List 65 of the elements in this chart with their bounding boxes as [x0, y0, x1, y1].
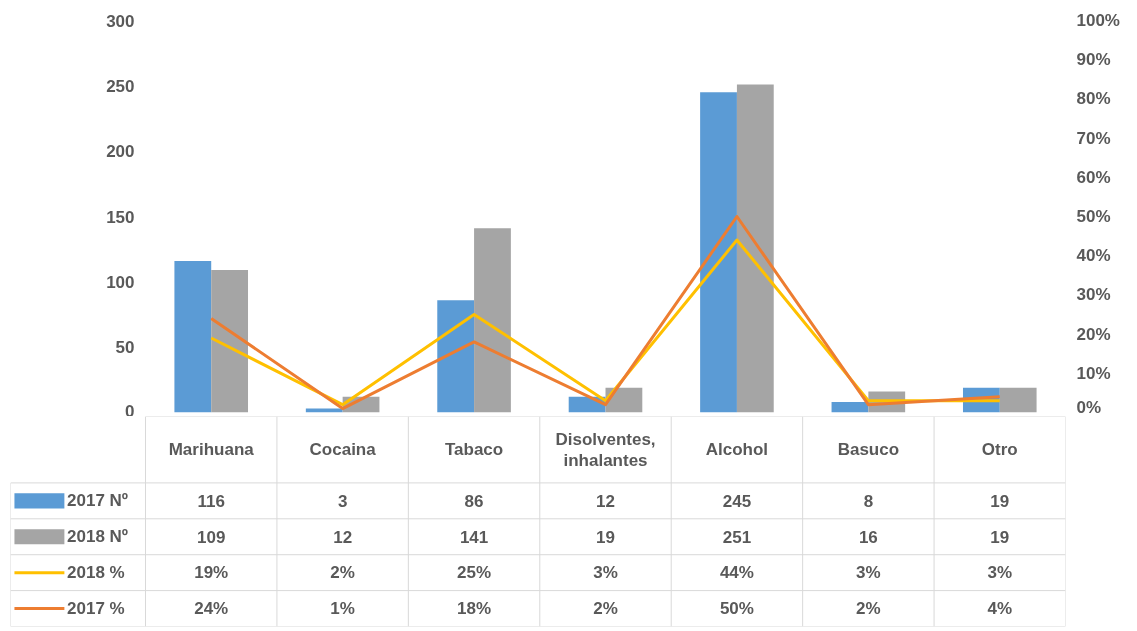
data-label: 12: [596, 491, 615, 511]
data-label: 25%: [457, 563, 492, 583]
y2-tick-label: 20%: [1076, 324, 1111, 344]
data-label: 19%: [194, 563, 229, 583]
legend-label: 2018 Nº: [67, 527, 129, 547]
data-label: 44%: [719, 563, 754, 583]
bar: [700, 92, 737, 413]
y2-tick-label: 100%: [1076, 11, 1120, 30]
y2-tick-label: 10%: [1076, 363, 1111, 383]
x-tick-label: Disolventes, inhalantes: [555, 429, 656, 470]
data-label: 12: [333, 527, 353, 547]
x-tick-label: Tabaco: [444, 440, 504, 460]
legend-label: 2018 %: [67, 563, 125, 583]
data-label: 50%: [719, 599, 754, 619]
data-label: 18%: [457, 599, 492, 619]
bar: [999, 387, 1037, 413]
legend-label: 2017 %: [67, 599, 125, 619]
data-label: 1%: [330, 599, 355, 619]
bar: [736, 84, 774, 413]
y-tick-label: 50: [115, 338, 135, 358]
data-label: 109: [197, 527, 226, 547]
y2-tick-label: 60%: [1076, 167, 1111, 187]
bar: [474, 228, 511, 413]
bar: [831, 402, 869, 413]
data-label: 19: [990, 527, 1010, 547]
x-tick-label: Alcohol: [705, 440, 769, 460]
y2-tick-label: 30%: [1076, 285, 1111, 305]
y2-tick-label: 90%: [1076, 50, 1111, 70]
data-label: 3%: [593, 563, 618, 583]
y2-tick-label: 80%: [1076, 89, 1111, 109]
data-label: 3: [337, 491, 348, 511]
data-label: 245: [722, 491, 752, 511]
data-label: 3%: [987, 563, 1013, 583]
y2-tick-label: 50%: [1076, 207, 1111, 226]
data-label: 3%: [856, 563, 881, 583]
bar: [437, 300, 475, 413]
data-label: 141: [459, 527, 489, 547]
y2-tick-label: 40%: [1076, 246, 1111, 266]
y-tick-label: 200: [106, 142, 135, 162]
y2-tick-label: 0%: [1076, 397, 1102, 417]
data-label: 16: [858, 527, 878, 547]
data-label: 4%: [987, 599, 1013, 619]
data-label: 86: [464, 491, 484, 511]
y-tick-label: 150: [106, 207, 135, 227]
data-label: 2%: [593, 599, 618, 619]
y-tick-label: 100: [106, 272, 135, 292]
data-label: 2%: [330, 563, 355, 583]
data-label: 8: [863, 491, 874, 511]
data-label: 19: [596, 527, 615, 547]
x-tick-label: Cocaina: [309, 440, 377, 460]
y-tick-label: 0: [125, 401, 135, 421]
x-tick-label: Otro: [981, 440, 1018, 460]
data-label: 24%: [194, 599, 229, 619]
y-tick-label: 250: [106, 76, 135, 96]
y2-tick-label: 70%: [1076, 128, 1111, 148]
data-label: 19: [990, 491, 1010, 511]
data-label: 2%: [856, 599, 881, 619]
x-tick-label: Marihuana: [168, 440, 255, 460]
legend-label: 2017 Nº: [67, 491, 129, 511]
bar: [211, 270, 249, 413]
data-label: 251: [722, 527, 752, 547]
data-label: 116: [197, 491, 225, 511]
bar: [174, 260, 212, 413]
y-tick-label: 300: [106, 11, 135, 31]
x-tick-label: Basuco: [837, 440, 900, 460]
